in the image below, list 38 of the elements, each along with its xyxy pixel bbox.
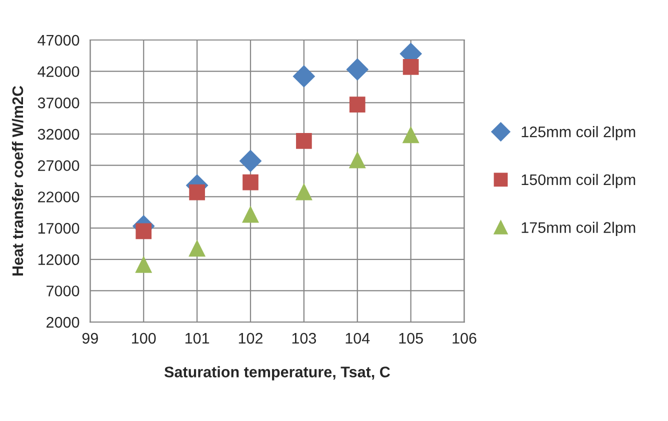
point [136,223,152,240]
x-tick-label: 102 [238,332,262,344]
x-tick-label: 100 [132,332,156,344]
y-tick-label: 7000 [46,286,80,296]
point [188,240,206,257]
point [346,58,369,81]
x-tick-label: 106 [452,332,476,344]
point [242,206,260,223]
x-tick-label: 103 [292,332,316,344]
y-tick-label: 47000 [38,34,80,46]
x-tick-label: 105 [399,332,423,344]
point [292,65,316,88]
point [239,150,262,172]
point [296,132,312,149]
x-tick-label: 104 [346,332,370,344]
x-axis-title: Saturation temperature, Tsat, C [164,366,390,380]
legend-label: 150mm coil 2lpm [522,174,636,188]
legend-label: 175mm coil 2lpm [522,222,636,236]
point [402,126,420,144]
point [402,59,419,75]
y-tick-label: 22000 [38,192,80,202]
y-tick-label: 17000 [38,222,80,234]
point [348,151,366,168]
point [189,184,205,200]
y-tick-label: 2000 [46,316,80,328]
y-tick-label: 12000 [38,254,80,266]
y-tick-label: 32000 [38,128,80,140]
y-tick-label: 42000 [38,66,80,78]
y-tick-label: 27000 [38,160,80,172]
x-tick-label: 101 [185,332,210,344]
point [242,174,258,190]
y-axis-title: Heat transfer coeff W/m2C [12,86,24,276]
legend-label: 125mm coil 2lpm [522,126,636,140]
point [135,256,152,273]
x-tick-label: 99 [82,332,98,344]
point [349,96,366,112]
point [295,183,312,200]
y-tick-label: 37000 [38,98,80,108]
